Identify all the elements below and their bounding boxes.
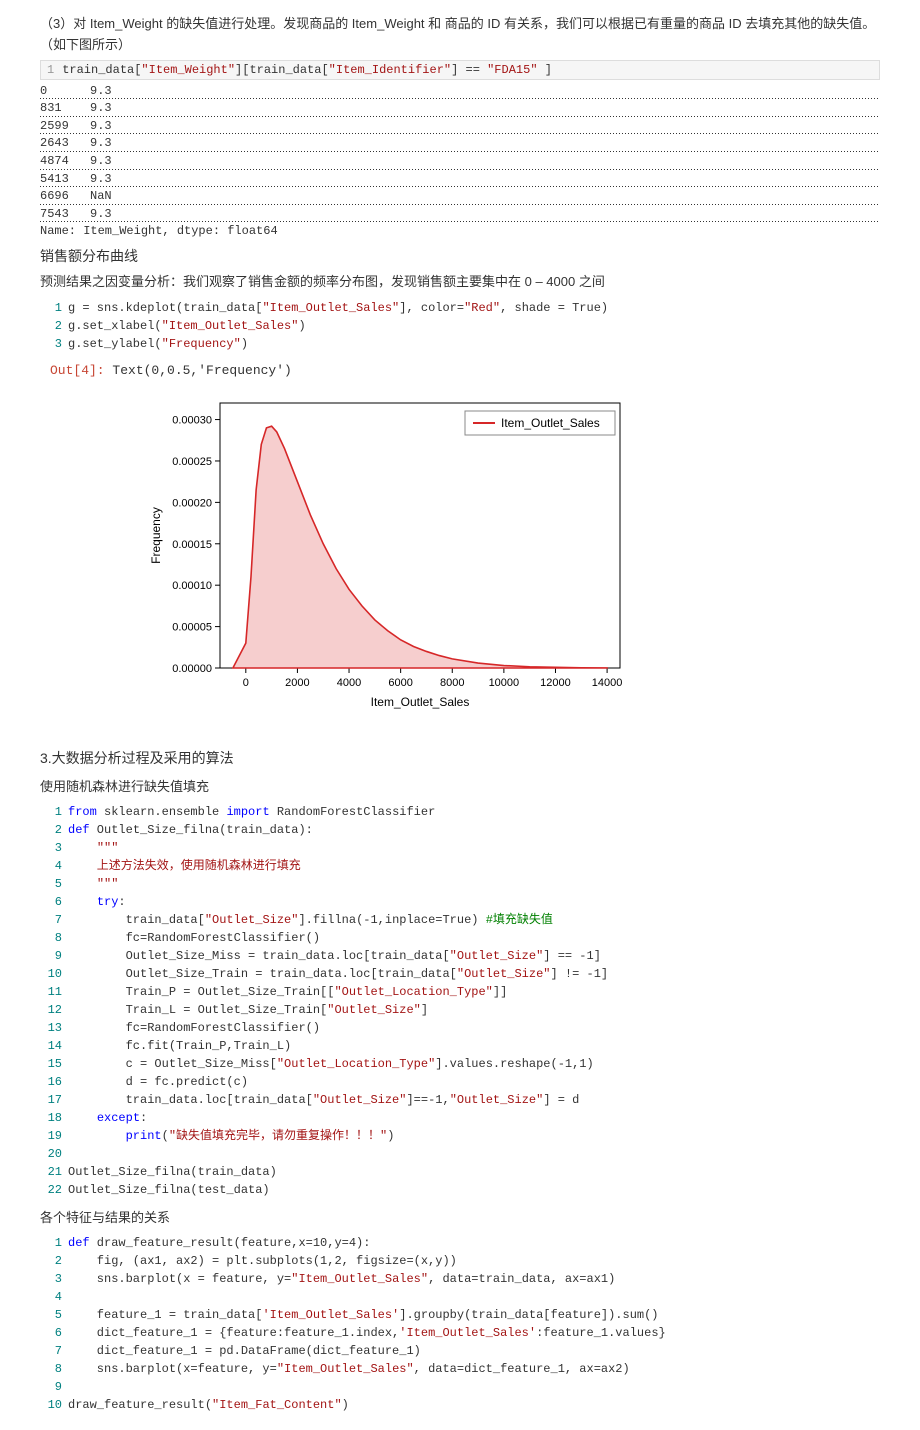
line-number: 1 [47, 63, 54, 77]
code-line: 6 try: [40, 893, 880, 911]
rf-code-block: 1from sklearn.ensemble import RandomFore… [40, 803, 880, 1199]
kde-chart-svg: 0.00000 0.00005 0.00010 0.00015 0.00020 0.000… [140, 388, 640, 718]
svg-text:4000: 4000 [337, 677, 361, 689]
svg-text:2000: 2000 [285, 677, 309, 689]
code-line: 8 fc=RandomForestClassifier() [40, 929, 880, 947]
output-row: 26439.3 [40, 136, 880, 152]
code-line: 3 """ [40, 839, 880, 857]
code-line: 15 c = Outlet_Size_Miss["Outlet_Location… [40, 1055, 880, 1073]
code-line: 22Outlet_Size_filna(test_data) [40, 1181, 880, 1199]
code-line: 14 fc.fit(Train_P,Train_L) [40, 1037, 880, 1055]
code-line: 8 sns.barplot(x=feature, y="Item_Outlet_… [40, 1360, 880, 1378]
code-line: 21Outlet_Size_filna(train_data) [40, 1163, 880, 1181]
output-row: 54139.3 [40, 172, 880, 188]
output-row: 48749.3 [40, 154, 880, 170]
code-line: 10draw_feature_result("Item_Fat_Content"… [40, 1396, 880, 1414]
svg-text:0.00025: 0.00025 [172, 456, 212, 468]
code-line: 9 Outlet_Size_Miss = train_data.loc[trai… [40, 947, 880, 965]
code-line: 11 Train_P = Outlet_Size_Train[["Outlet_… [40, 983, 880, 1001]
out-cell: Out[4]: Text(0,0.5,'Frequency') [50, 363, 880, 378]
output-row: 6696NaN [40, 189, 880, 205]
svg-text:Item_Outlet_Sales: Item_Outlet_Sales [501, 416, 600, 430]
intro-paragraph: （3）对 Item_Weight 的缺失值进行处理。发现商品的 Item_Wei… [40, 14, 880, 56]
output-dtype: Name: Item_Weight, dtype: float64 [40, 224, 880, 240]
code-line: 6 dict_feature_1 = {feature:feature_1.in… [40, 1324, 880, 1342]
code-line: 18 except: [40, 1109, 880, 1127]
kde-chart: 0.00000 0.00005 0.00010 0.00015 0.00020 0.000… [140, 388, 880, 718]
code-line: 17 train_data.loc[train_data["Outlet_Siz… [40, 1091, 880, 1109]
code-line: 20 [40, 1145, 880, 1163]
output-row: 09.3 [40, 84, 880, 100]
svg-text:Item_Outlet_Sales: Item_Outlet_Sales [371, 695, 470, 709]
code-line: 12 Train_L = Outlet_Size_Train["Outlet_S… [40, 1001, 880, 1019]
code-line: 13 fc=RandomForestClassifier() [40, 1019, 880, 1037]
code-line: 1def draw_feature_result(feature,x=10,y=… [40, 1234, 880, 1252]
code-line: 9 [40, 1378, 880, 1396]
output-row: 8319.3 [40, 101, 880, 117]
code-line: 4 [40, 1288, 880, 1306]
svg-text:Frequency: Frequency [149, 507, 163, 564]
heading-analysis: 预测结果之因变量分析：我们观察了销售金额的频率分布图，发现销售额主要集中在 0 … [40, 272, 880, 293]
code-line: 2def Outlet_Size_filna(train_data): [40, 821, 880, 839]
code-line: 5 feature_1 = train_data['Item_Outlet_Sa… [40, 1306, 880, 1324]
code-line: 16 d = fc.predict(c) [40, 1073, 880, 1091]
svg-text:0.00000: 0.00000 [172, 663, 212, 675]
code-box-item-weight: 1 train_data["Item_Weight"][train_data["… [40, 60, 880, 80]
kde-code-block: 1g = sns.kdeplot(train_data["Item_Outlet… [40, 299, 880, 353]
svg-text:6000: 6000 [388, 677, 412, 689]
svg-text:0.00015: 0.00015 [172, 539, 212, 551]
code-line: 3 sns.barplot(x = feature, y="Item_Outle… [40, 1270, 880, 1288]
out-text: Text(0,0.5,'Frequency') [105, 363, 292, 378]
out-label: Out[4]: [50, 363, 105, 378]
svg-text:0.00020: 0.00020 [172, 497, 212, 509]
svg-text:12000: 12000 [540, 677, 571, 689]
output-row: 75439.3 [40, 207, 880, 223]
code-line: 7 dict_feature_1 = pd.DataFrame(dict_fea… [40, 1342, 880, 1360]
heading-rf: 使用随机森林进行缺失值填充 [40, 776, 880, 795]
feature-code-block: 1def draw_feature_result(feature,x=10,y=… [40, 1234, 880, 1414]
svg-text:0.00005: 0.00005 [172, 621, 212, 633]
code-line: 2 fig, (ax1, ax2) = plt.subplots(1,2, fi… [40, 1252, 880, 1270]
svg-text:0.00010: 0.00010 [172, 580, 212, 592]
svg-text:0: 0 [243, 677, 249, 689]
heading-features: 各个特征与结果的关系 [40, 1207, 880, 1226]
code-line: 7 train_data["Outlet_Size"].fillna(-1,in… [40, 911, 880, 929]
svg-text:14000: 14000 [592, 677, 623, 689]
code-line: 4 上述方法失效，使用随机森林进行填充 [40, 857, 880, 875]
output-table: 09.38319.3 25999.326439.3 48749.3 54139.366… [40, 84, 880, 223]
svg-text:10000: 10000 [489, 677, 520, 689]
heading-sales-curve: 销售额分布曲线 [40, 246, 880, 266]
heading-algorithm: 3.大数据分析过程及采用的算法 [40, 748, 880, 768]
output-row: 25999.3 [40, 119, 880, 135]
code-text: train_data["Item_Weight"][train_data["It… [62, 63, 552, 77]
code-line: 10 Outlet_Size_Train = train_data.loc[tr… [40, 965, 880, 983]
code-line: 5 """ [40, 875, 880, 893]
svg-text:8000: 8000 [440, 677, 464, 689]
svg-text:0.00030: 0.00030 [172, 414, 212, 426]
code-line: 19 print("缺失值填充完毕，请勿重复操作！！！") [40, 1127, 880, 1145]
code-line: 1from sklearn.ensemble import RandomFore… [40, 803, 880, 821]
